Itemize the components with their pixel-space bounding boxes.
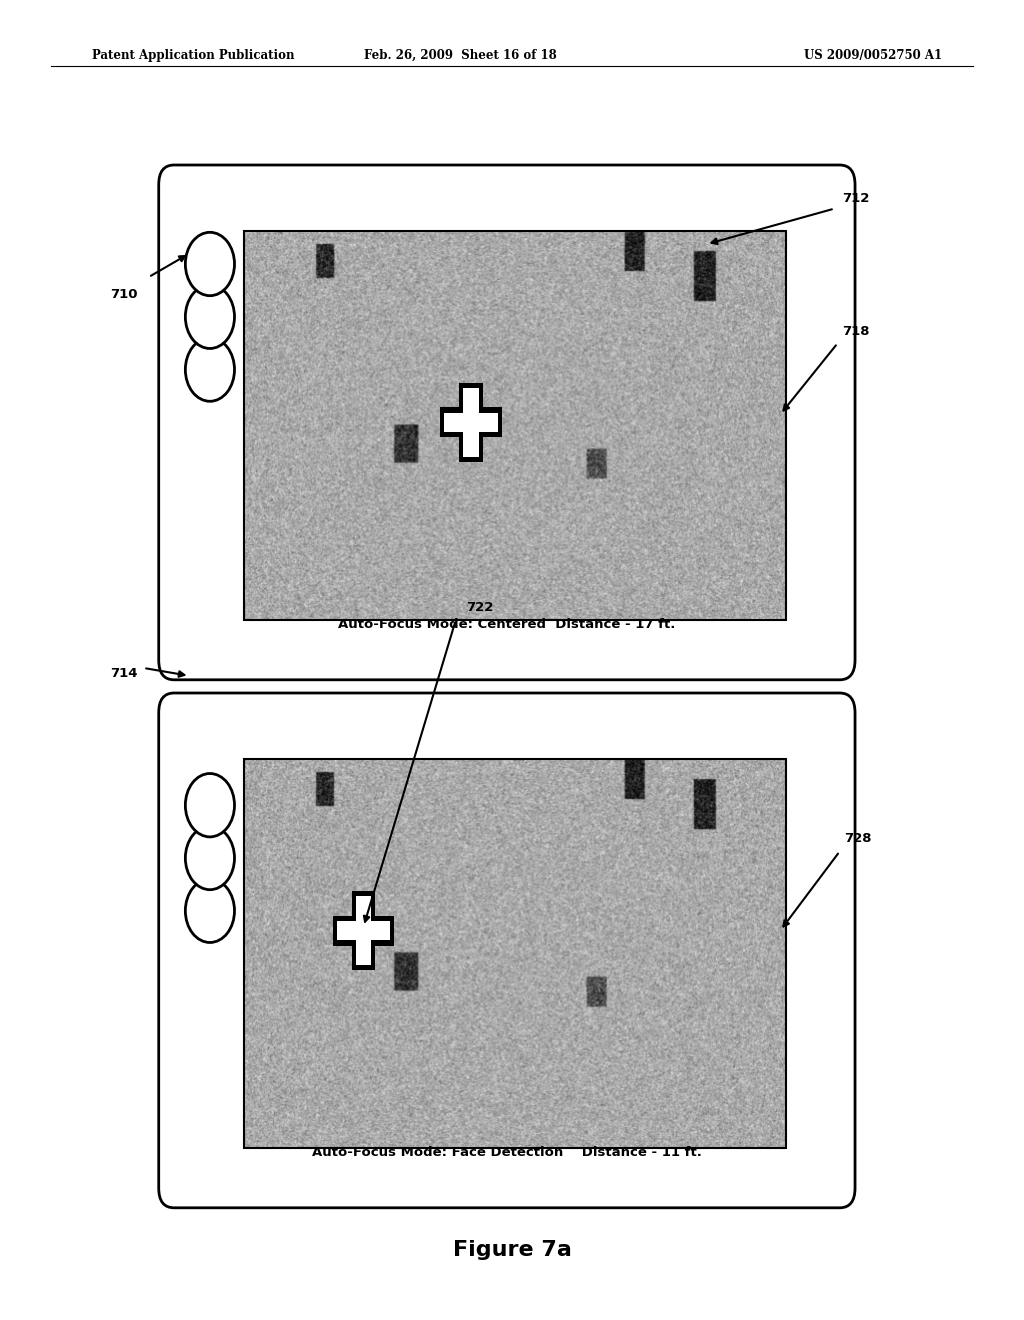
Bar (440, 408, 502, 437)
Circle shape (185, 232, 234, 296)
Text: Patent Application Publication: Patent Application Publication (92, 49, 295, 62)
Text: 712: 712 (842, 191, 869, 205)
Bar (352, 891, 375, 970)
Circle shape (185, 774, 234, 837)
Circle shape (185, 285, 234, 348)
Text: 722: 722 (466, 601, 494, 614)
Circle shape (185, 826, 234, 890)
Text: 710: 710 (111, 288, 138, 301)
Circle shape (185, 879, 234, 942)
Bar (337, 921, 390, 940)
Bar (444, 413, 498, 432)
Text: Figure 7a: Figure 7a (453, 1239, 571, 1261)
Text: Auto-Focus Mode: Face Detection    Distance - 11 ft.: Auto-Focus Mode: Face Detection Distance… (312, 1146, 701, 1159)
Bar (464, 388, 478, 457)
Circle shape (185, 338, 234, 401)
Bar (356, 896, 371, 965)
Text: US 2009/0052750 A1: US 2009/0052750 A1 (804, 49, 942, 62)
Bar (460, 383, 482, 462)
Bar (244, 231, 786, 620)
Bar (244, 759, 786, 1148)
Text: Feb. 26, 2009  Sheet 16 of 18: Feb. 26, 2009 Sheet 16 of 18 (365, 49, 557, 62)
FancyBboxPatch shape (159, 693, 855, 1208)
Text: 718: 718 (842, 325, 869, 338)
Text: 714: 714 (111, 667, 138, 680)
Text: Auto-Focus Mode: Centered  Distance - 17 ft.: Auto-Focus Mode: Centered Distance - 17 … (338, 618, 676, 631)
FancyBboxPatch shape (159, 165, 855, 680)
Bar (333, 916, 394, 945)
Text: 728: 728 (844, 832, 871, 845)
